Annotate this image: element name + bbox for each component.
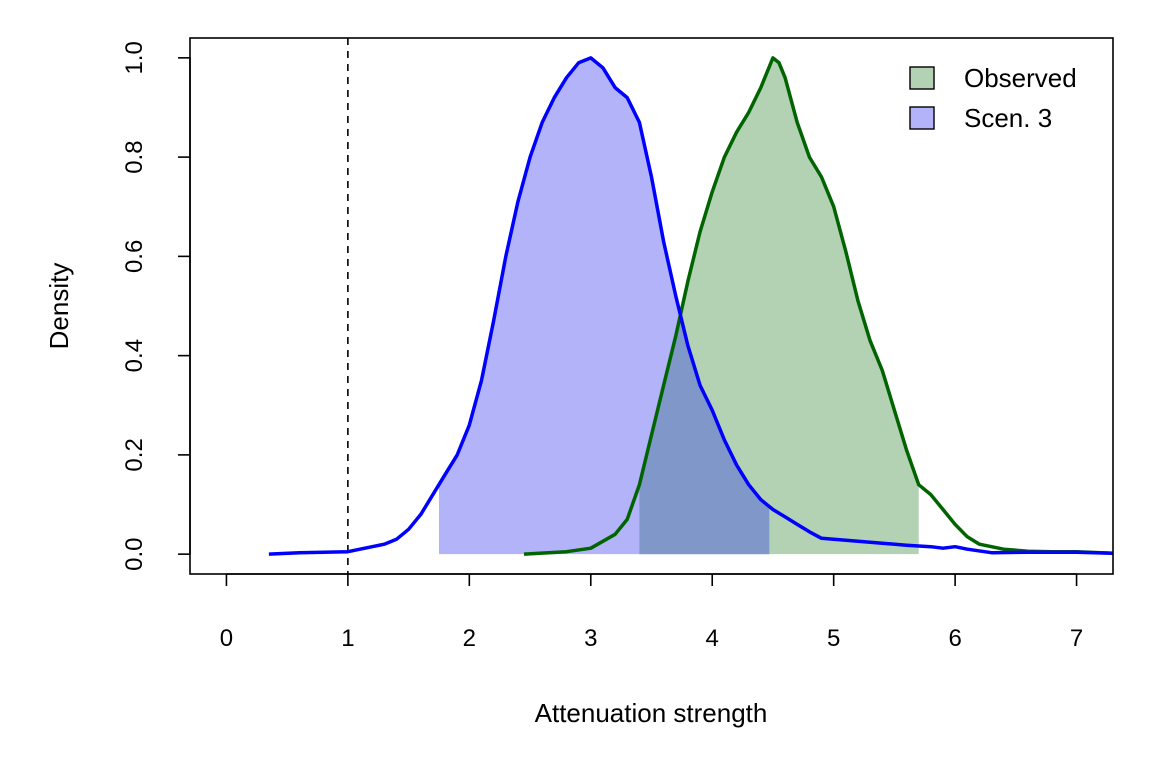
y-tick-label: 0.4 xyxy=(121,339,148,372)
x-tick-label: 4 xyxy=(706,625,719,652)
x-tick-label: 3 xyxy=(584,625,597,652)
density-curves xyxy=(268,56,1113,556)
y-axis: 0.0 0.2 0.4 0.6 0.8 1.0 xyxy=(121,41,191,571)
legend-swatch-1 xyxy=(909,106,935,130)
y-axis-title: Density xyxy=(44,263,74,350)
legend-label-1: Scen. 3 xyxy=(964,103,1052,133)
y-tick-label: 1.0 xyxy=(121,41,148,74)
y-tick-label: 0.0 xyxy=(121,537,148,570)
x-axis-title: Attenuation strength xyxy=(535,698,768,728)
legend-swatch-0 xyxy=(909,66,935,90)
y-tick-label: 0.6 xyxy=(121,240,148,273)
x-axis: 0 1 2 3 4 5 6 7 xyxy=(220,573,1083,652)
x-tick-label: 7 xyxy=(1070,625,1083,652)
overlap-region xyxy=(639,316,770,555)
x-tick-label: 6 xyxy=(948,625,961,652)
x-tick-label: 5 xyxy=(827,625,840,652)
y-tick-label: 0.2 xyxy=(121,438,148,471)
x-tick-label: 2 xyxy=(463,625,476,652)
y-tick-label: 0.8 xyxy=(121,140,148,173)
overlap-shaded-area xyxy=(639,316,770,555)
series-1-density-line xyxy=(268,56,1113,556)
legend-label-0: Observed xyxy=(964,63,1077,93)
x-tick-label: 0 xyxy=(220,625,233,652)
series-0-density-line xyxy=(523,56,1113,556)
legend: Observed Scen. 3 xyxy=(909,63,1077,133)
x-tick-label: 1 xyxy=(341,625,354,652)
